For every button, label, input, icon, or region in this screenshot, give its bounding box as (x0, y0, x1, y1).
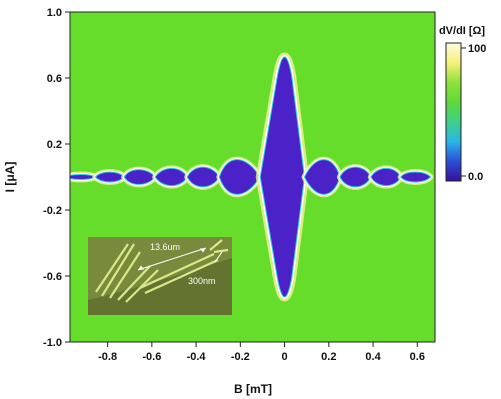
y-tick-label: -1.0 (43, 337, 62, 349)
x-axis: -0.8 -0.6 -0.4 -0.2 0 0.2 0.4 0.6 (98, 342, 425, 363)
inset-width-label: 300nm (188, 276, 216, 286)
y-tick-label: 1.0 (47, 7, 62, 19)
supercurrent-lobe (152, 165, 191, 189)
plot-frame (69, 11, 436, 343)
x-tick-label: 0.6 (410, 351, 425, 363)
x-tick-label: -0.4 (187, 351, 207, 363)
y-axis-label: I [μA] (3, 162, 17, 193)
inset-leads (95, 239, 229, 303)
supercurrent-lobe (301, 156, 343, 198)
x-tick-label: 0.2 (321, 351, 336, 363)
supercurrent-lobe (92, 169, 128, 185)
x-axis-label: B [mT] (234, 382, 272, 396)
lobe-fill (94, 171, 125, 183)
supercurrent-lobe (367, 165, 404, 189)
y-tick-label: 0.2 (47, 139, 62, 151)
colorbar-label: dV/dI [Ω] (439, 25, 485, 37)
y-axis: 1.0 0.6 0.2 -0.2 -0.6 -1.0 (43, 7, 70, 349)
colorbar-tick-label: 100 (468, 43, 486, 55)
x-tick-label: -0.6 (142, 351, 161, 363)
y-tick-label: 0.6 (47, 73, 62, 85)
x-tick-label: -0.2 (231, 351, 250, 363)
inset-length-label: 13.6um (150, 242, 180, 252)
supercurrent-lobe (184, 164, 223, 190)
supercurrent-lobe (397, 169, 434, 185)
x-tick-label: 0.4 (365, 351, 381, 363)
supercurrent-lobe (216, 156, 264, 198)
x-tick-label: 0 (282, 351, 288, 363)
inset-width-pointer (214, 251, 223, 263)
colorbar-tick-label: 0.0 (468, 171, 483, 183)
y-tick-label: -0.2 (43, 205, 62, 217)
x-tick-label: -0.8 (98, 351, 117, 363)
supercurrent-lobe (121, 166, 159, 188)
supercurrent-lobe (336, 164, 374, 190)
device-micrograph-inset: 13.6um 300nm (88, 237, 232, 315)
inset-length-arrow (137, 247, 207, 271)
lobe-fill (400, 171, 432, 183)
colorbar: dV/dI [Ω] 100 0.0 (439, 25, 486, 183)
colorbar-gradient (445, 42, 462, 182)
y-tick-label: -0.6 (43, 271, 62, 283)
